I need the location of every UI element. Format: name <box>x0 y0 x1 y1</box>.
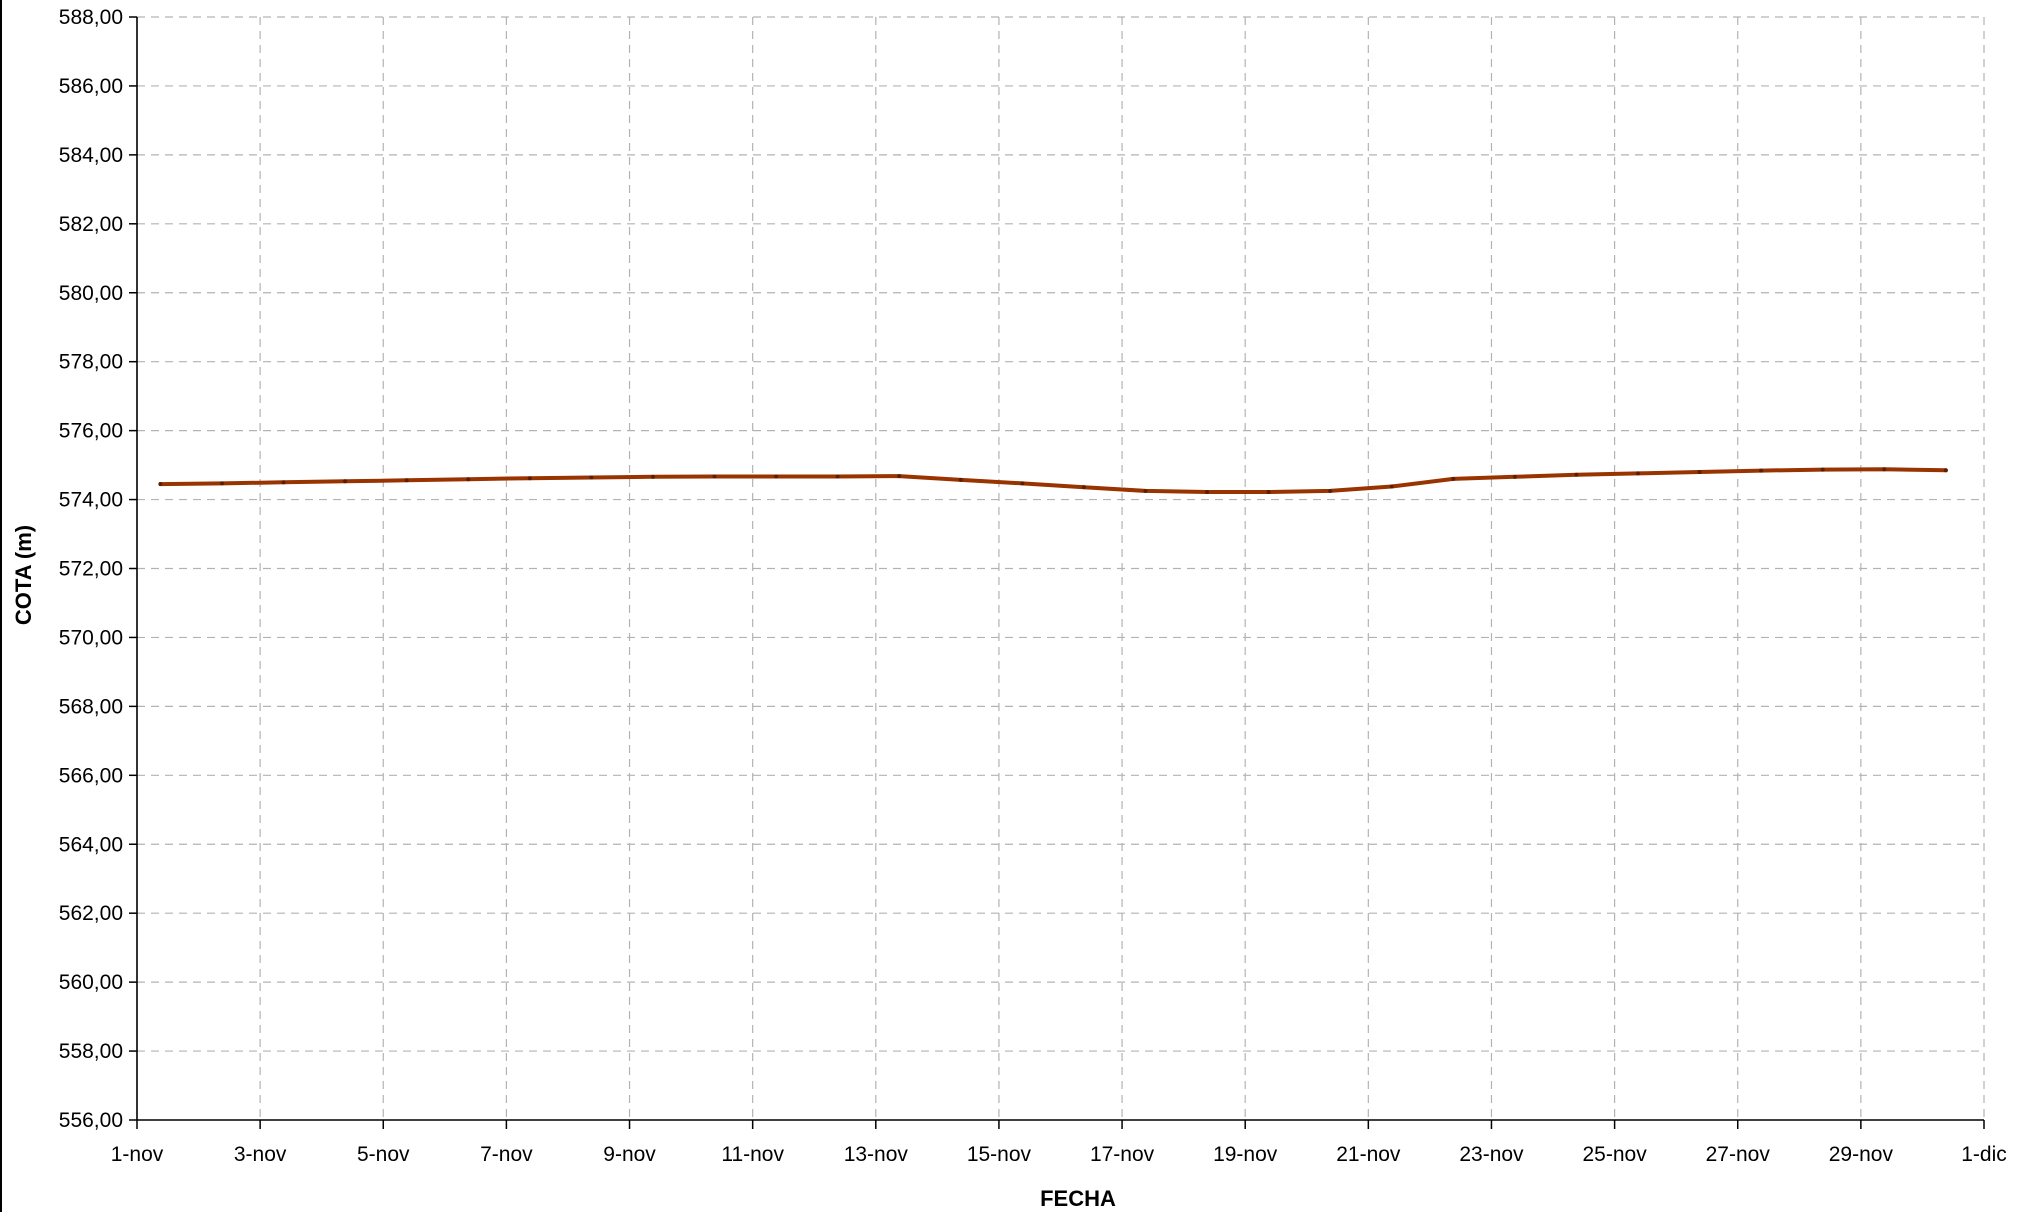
data-point <box>219 481 224 486</box>
y-tick-label: 584,00 <box>59 144 123 167</box>
data-point <box>650 474 655 479</box>
x-tick-label: 29-nov <box>1829 1143 1894 1166</box>
data-point <box>343 479 348 484</box>
axes <box>129 16 1985 1129</box>
data-point <box>1389 484 1394 489</box>
data-point <box>1081 485 1086 490</box>
y-tick-label: 586,00 <box>59 75 123 98</box>
data-point <box>1882 467 1887 472</box>
y-tick-label: 556,00 <box>59 1109 123 1132</box>
data-point <box>527 476 532 481</box>
gridlines <box>137 16 1985 1120</box>
data-point <box>1943 468 1948 473</box>
y-tick-label: 576,00 <box>59 420 123 443</box>
data-point <box>1328 488 1333 493</box>
y-axis-title: COTA (m) <box>11 525 36 625</box>
y-tick-label: 568,00 <box>59 695 123 718</box>
y-tick-label: 570,00 <box>59 626 123 649</box>
y-tick-label: 574,00 <box>59 489 123 512</box>
y-tick-label: 560,00 <box>59 971 123 994</box>
x-tick-label: 11-nov <box>721 1143 784 1166</box>
x-tick-label: 7-nov <box>480 1143 533 1166</box>
y-tick-label: 558,00 <box>59 1040 123 1063</box>
data-point <box>1759 468 1764 473</box>
x-tick-label: 1-dic <box>1961 1143 2007 1166</box>
y-tick-label: 564,00 <box>59 833 123 856</box>
y-tick-label: 582,00 <box>59 213 123 236</box>
x-tick-label: 17-nov <box>1090 1143 1155 1166</box>
data-point <box>1205 489 1210 494</box>
x-axis-title: FECHA <box>1040 1186 1116 1211</box>
data-point <box>897 474 902 479</box>
data-point <box>404 478 409 483</box>
x-tick-label: 9-nov <box>603 1143 656 1166</box>
data-point <box>774 474 779 479</box>
data-point <box>1451 476 1456 481</box>
x-tick-label: 27-nov <box>1706 1143 1771 1166</box>
left-frame-edge <box>0 0 2 1212</box>
x-tick-label: 13-nov <box>844 1143 909 1166</box>
y-tick-label: 572,00 <box>59 558 123 581</box>
data-point <box>589 475 594 480</box>
series-line-group <box>158 467 1948 494</box>
data-point <box>1512 474 1517 479</box>
data-point <box>1143 488 1148 493</box>
data-point <box>1020 481 1025 486</box>
x-tick-label: 5-nov <box>357 1143 410 1166</box>
data-point <box>1266 489 1271 494</box>
data-point <box>1820 467 1825 472</box>
x-tick-label: 3-nov <box>234 1143 287 1166</box>
x-tick-label: 25-nov <box>1582 1143 1647 1166</box>
y-tick-label: 580,00 <box>59 282 123 305</box>
data-point <box>1697 469 1702 474</box>
x-tick-label: 21-nov <box>1336 1143 1401 1166</box>
x-tick-label: 1-nov <box>111 1143 164 1166</box>
data-point <box>835 474 840 479</box>
y-tick-label: 566,00 <box>59 764 123 787</box>
data-point <box>1635 471 1640 476</box>
tick-labels: 588,00 586,00 584,00 582,00 580,00 578,00 576,… <box>59 6 2007 1166</box>
data-point <box>1574 472 1579 477</box>
data-point <box>281 480 286 485</box>
y-tick-label: 588,00 <box>59 6 123 29</box>
series-line <box>158 467 1948 494</box>
data-point <box>958 477 963 482</box>
x-tick-label: 19-nov <box>1213 1143 1278 1166</box>
x-tick-label: 15-nov <box>967 1143 1032 1166</box>
data-point <box>158 482 163 487</box>
y-tick-label: 562,00 <box>59 902 123 925</box>
data-point <box>466 477 471 482</box>
data-point <box>712 474 717 479</box>
y-tick-label: 578,00 <box>59 351 123 374</box>
x-tick-label: 23-nov <box>1459 1143 1524 1166</box>
